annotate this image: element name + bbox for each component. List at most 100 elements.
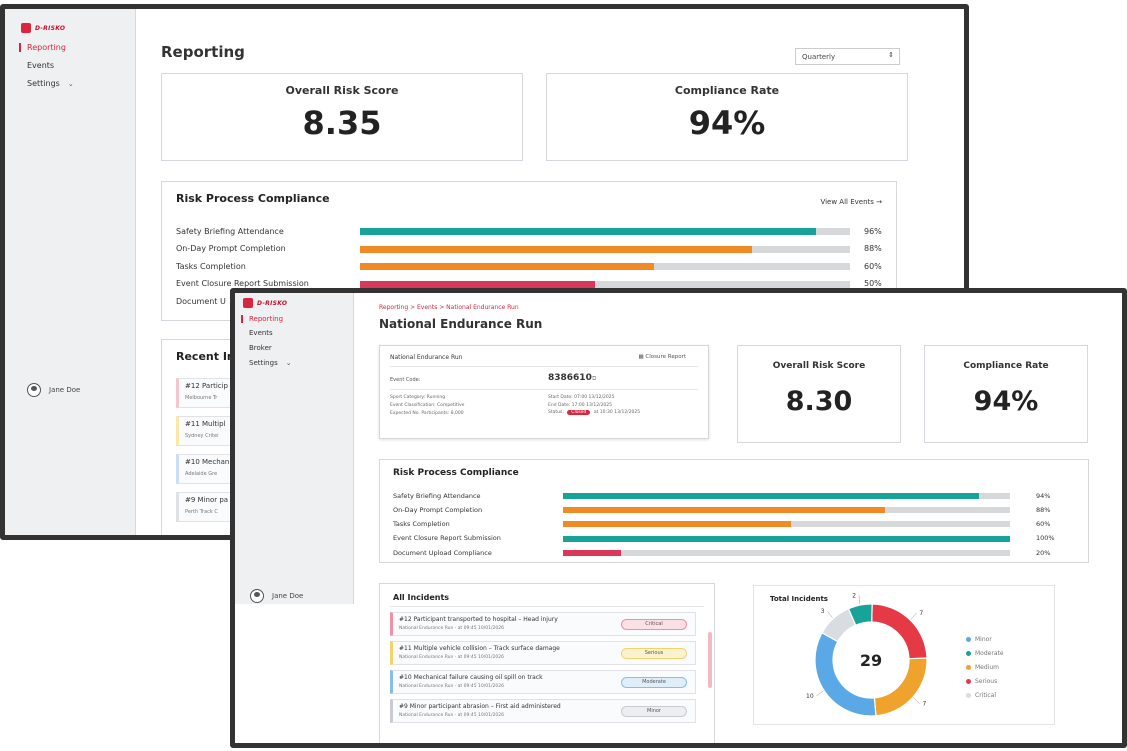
detail-line: End Date: 17:00 13/12/2025 [548, 403, 613, 408]
compliance-percent: 60% [864, 261, 882, 271]
sidebar-item-reporting[interactable]: Reporting [241, 315, 283, 323]
compliance-label: Event Closure Report Submission [176, 279, 309, 288]
user-name: Jane Doe [272, 592, 304, 600]
closure-report-button[interactable]: ▦ Closure Report [638, 354, 686, 360]
legend-label: Medium [975, 664, 999, 671]
incident-subtitle: National Endurance Run · at 09:45 10/01/… [399, 626, 504, 631]
compliance-label: Tasks Completion [176, 261, 246, 271]
compliance-percent: 96% [864, 226, 882, 236]
incident-subtitle: National Endurance Run · at 09:45 10/01/… [399, 713, 504, 718]
kpi-value: 8.35 [302, 104, 382, 142]
copy-icon[interactable]: ⧉ [592, 375, 597, 382]
section-title: Recent In [176, 350, 235, 363]
sidebar-item-events[interactable]: Events [27, 61, 55, 70]
progress-bar-fill [563, 507, 885, 514]
progress-bar-fill [563, 549, 622, 556]
divider [390, 389, 698, 390]
view-all-events-link[interactable]: View All Events → [820, 198, 882, 206]
progress-bar-track [563, 549, 1010, 556]
donut-slice-moderate[interactable] [847, 603, 873, 626]
sidebar-item-broker[interactable]: Broker [249, 344, 272, 352]
data-label: 3 [821, 608, 825, 615]
incident-title: #10 Mechan [185, 458, 230, 466]
sidebar: D-RISKO Reporting Events Settings ⌄ Jane … [5, 9, 136, 535]
data-label: 10 [806, 693, 814, 700]
compliance-row: Tasks Completion 60% [176, 261, 882, 271]
document-icon: ▦ [638, 354, 644, 360]
data-label-leader [910, 612, 917, 620]
sidebar-item-events[interactable]: Events [249, 329, 273, 337]
period-select[interactable]: Quarterly ⇕ [795, 48, 900, 65]
incident-item[interactable]: #10 Mechanical failure causing oil spill… [390, 670, 696, 694]
divider [390, 606, 704, 607]
closure-report-label: Closure Report [645, 354, 686, 360]
avatar-icon [27, 383, 41, 397]
user-name: Jane Doe [49, 386, 81, 394]
data-label-leader [827, 611, 833, 618]
compliance-percent: 94% [1036, 491, 1051, 500]
kpi-label: Overall Risk Score [285, 84, 399, 97]
progress-bar-track [563, 535, 1010, 542]
user-profile[interactable]: Jane Doe [250, 589, 303, 603]
compliance-label: Safety Briefing Attendance [176, 226, 284, 236]
kpi-value: 94% [688, 104, 766, 142]
logo-mark-icon [21, 23, 31, 33]
donut-center-total: 29 [860, 651, 882, 670]
incident-subtitle: Adelaide Gre [185, 471, 218, 477]
progress-bar-track [360, 245, 850, 253]
incident-title: #12 Participant transported to hospital … [399, 616, 558, 623]
legend-item: Minor [966, 636, 992, 643]
event-details-card: National Endurance Run ▦ Closure Report … [379, 345, 709, 439]
compliance-percent: 20% [1036, 548, 1051, 557]
compliance-label: On-Day Prompt Completion [393, 505, 483, 514]
user-profile[interactable]: Jane Doe [27, 383, 80, 397]
progress-bar-fill [563, 535, 1010, 542]
compliance-percent: 88% [864, 244, 882, 253]
incident-subtitle: Melbourne Tr [185, 395, 218, 401]
incident-item[interactable]: #11 Multiple vehicle collision – Track s… [390, 641, 696, 665]
progress-bar-track [563, 507, 1010, 514]
legend-item: Critical [966, 692, 996, 699]
kpi-label: Overall Risk Score [772, 361, 866, 371]
compliance-percent: 88% [1036, 505, 1051, 514]
compliance-percent: 100% [1036, 534, 1055, 543]
incident-subtitle: Perth Track C [185, 509, 218, 515]
data-label: 7 [922, 701, 926, 708]
sidebar-item-reporting[interactable]: Reporting [19, 43, 66, 52]
total-incidents-card: Total Incidents 7 7 10 3 2 29 Minor Moderate Me… [753, 585, 1055, 725]
incident-item[interactable]: #9 Minor participant abrasion – First ai… [390, 699, 696, 723]
progress-bar-track [360, 228, 850, 235]
page-title: National Endurance Run [379, 317, 543, 331]
donut-slice-medium[interactable] [873, 657, 928, 717]
scrollbar[interactable] [708, 632, 712, 688]
compliance-percent: 50% [864, 279, 882, 288]
donut-slice-minor[interactable] [814, 631, 877, 717]
incident-item[interactable]: #12 Participant transported to hospital … [390, 612, 696, 636]
brand-name: D-RISKO [257, 299, 288, 307]
status-label: Status: [548, 410, 564, 415]
severity-badge: Critical [621, 619, 687, 630]
progress-bar-track [360, 263, 850, 270]
divider [390, 366, 698, 367]
compliance-row: On-Day Prompt Completion 88% [393, 505, 1073, 514]
compliance-rate-card: Compliance Rate 94% [924, 345, 1088, 443]
select-arrows-icon: ⇕ [888, 51, 894, 59]
incident-subtitle: National Endurance Run · at 09:45 10/01/… [399, 655, 504, 660]
breadcrumb[interactable]: Reporting > Events > National Endurance … [379, 304, 519, 311]
progress-bar-track [563, 521, 1010, 528]
kpi-value: 8.30 [785, 386, 853, 417]
legend-label: Critical [975, 692, 996, 699]
event-status: Status: Closed at 10:30 13/12/2025 [548, 410, 640, 415]
sidebar-item-settings[interactable]: Settings ⌄ [241, 359, 292, 367]
incident-title: #10 Mechanical failure causing oil spill… [399, 674, 543, 681]
all-incidents-card: All Incidents #12 Participant transporte… [379, 583, 715, 743]
incident-donut-chart: 7 7 10 3 2 29 [806, 592, 928, 717]
progress-bar-fill [563, 493, 979, 499]
detail-line: Sport Category: Running [390, 395, 446, 400]
incident-title: #9 Minor participant abrasion – First ai… [399, 703, 561, 710]
data-label-leader [913, 697, 920, 704]
chart-title: Total Incidents [770, 595, 828, 603]
sidebar-item-settings[interactable]: Settings ⌄ [19, 79, 74, 88]
status-badge: Closed [567, 410, 591, 415]
section-title: Risk Process Compliance [393, 468, 519, 478]
